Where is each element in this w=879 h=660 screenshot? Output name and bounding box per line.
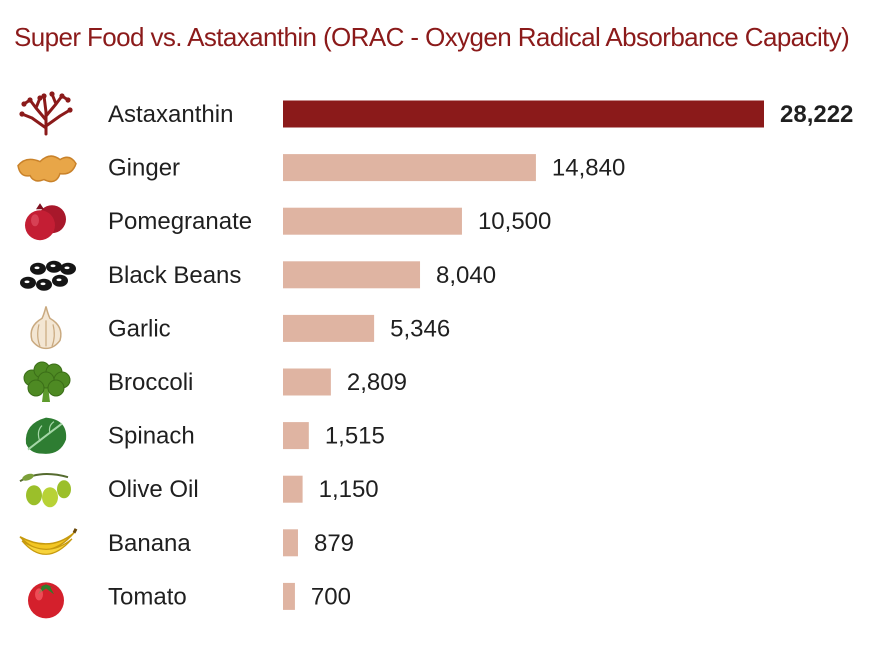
value-label-broccoli: 2,809: [347, 369, 407, 396]
spinach-icon: [25, 417, 67, 454]
bar-garlic: [283, 314, 375, 342]
category-label-banana: Banana: [108, 530, 191, 557]
value-label-banana: 879: [314, 530, 354, 557]
value-label-spinach: 1,515: [325, 423, 385, 450]
chart-title: Super Food vs. Astaxanthin (ORAC - Oxyge…: [14, 22, 850, 52]
bar-tomato: [283, 582, 295, 610]
category-label-astaxanthin: Astaxanthin: [108, 101, 233, 128]
bar-banana: [283, 529, 298, 557]
bar-olive-oil: [283, 475, 303, 503]
category-label-broccoli: Broccoli: [108, 369, 193, 396]
bar-ginger: [283, 154, 536, 182]
banana-icon: [19, 528, 78, 555]
garlic-icon: [30, 306, 62, 350]
category-label-spinach: Spinach: [108, 423, 195, 450]
category-label-pomegranate: Pomegranate: [108, 208, 252, 235]
category-label-ginger: Ginger: [108, 155, 180, 182]
bar-broccoli: [283, 368, 331, 396]
bar-astaxanthin: [283, 100, 764, 128]
tomato-icon: [28, 582, 64, 619]
pomegranate-icon: [25, 203, 66, 241]
value-label-pomegranate: 10,500: [478, 208, 551, 235]
black-beans-icon: [20, 260, 76, 291]
broccoli-icon: [23, 361, 71, 402]
value-label-olive-oil: 1,150: [319, 476, 379, 503]
category-label-garlic: Garlic: [108, 315, 171, 342]
value-label-black-beans: 8,040: [436, 262, 496, 289]
bar-spinach: [283, 422, 309, 450]
category-label-tomato: Tomato: [108, 583, 187, 610]
value-label-astaxanthin: 28,222: [780, 101, 853, 128]
category-label-olive-oil: Olive Oil: [108, 476, 199, 503]
olive-oil-icon: [19, 473, 71, 508]
category-label-black-beans: Black Beans: [108, 262, 241, 289]
value-label-ginger: 14,840: [552, 155, 625, 182]
value-label-tomato: 700: [311, 583, 351, 610]
seaweed-icon: [19, 91, 73, 136]
ginger-icon: [17, 155, 77, 183]
bar-pomegranate: [283, 207, 462, 235]
bar-black-beans: [283, 261, 421, 289]
value-label-garlic: 5,346: [390, 315, 450, 342]
